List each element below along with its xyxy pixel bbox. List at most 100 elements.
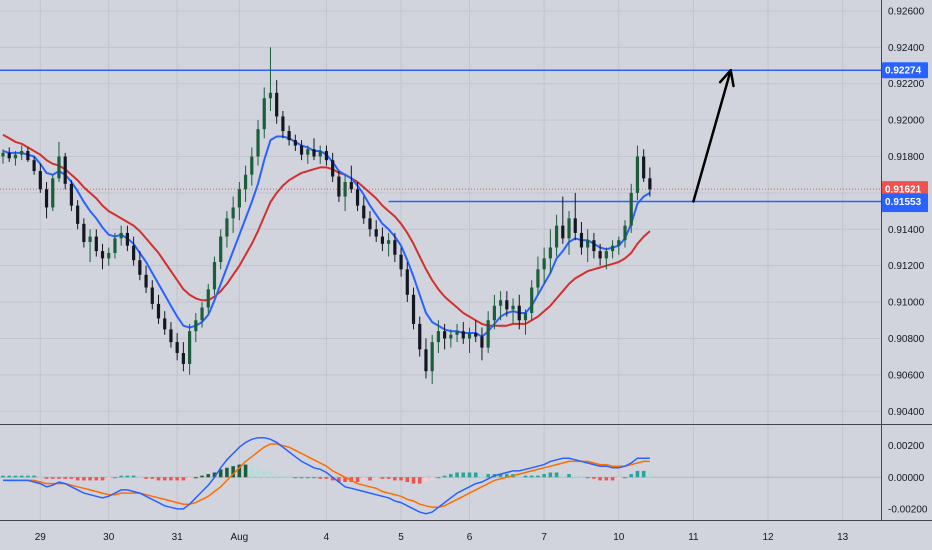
- candle[interactable]: [436, 320, 440, 354]
- candle[interactable]: [598, 243, 602, 266]
- candle[interactable]: [250, 147, 254, 186]
- candle[interactable]: [113, 232, 117, 259]
- candle[interactable]: [337, 171, 341, 202]
- candle[interactable]: [343, 174, 347, 212]
- candle[interactable]: [219, 229, 223, 270]
- candle[interactable]: [617, 236, 621, 255]
- candle[interactable]: [32, 156, 36, 175]
- candle[interactable]: [7, 147, 11, 162]
- candle[interactable]: [82, 218, 86, 248]
- candlesticks[interactable]: [1, 47, 652, 384]
- candle[interactable]: [567, 211, 571, 255]
- candle[interactable]: [132, 236, 136, 266]
- candle[interactable]: [57, 141, 61, 182]
- candle[interactable]: [237, 181, 241, 221]
- time-tick-label[interactable]: 6: [467, 532, 473, 543]
- candle[interactable]: [175, 333, 179, 361]
- candle[interactable]: [393, 232, 397, 263]
- time-tick-label[interactable]: 30: [103, 532, 115, 543]
- candle[interactable]: [318, 145, 322, 164]
- arrow-shaft[interactable]: [692, 68, 732, 203]
- candle[interactable]: [499, 291, 503, 321]
- time-tick-label[interactable]: 31: [172, 532, 184, 543]
- candle[interactable]: [188, 323, 192, 375]
- candle[interactable]: [418, 316, 422, 357]
- candle[interactable]: [387, 232, 391, 257]
- time-tick-label[interactable]: 7: [541, 532, 547, 543]
- candle[interactable]: [424, 338, 428, 379]
- candle[interactable]: [554, 214, 559, 257]
- oscillator-tick-label[interactable]: 0.00200: [888, 441, 925, 452]
- candle[interactable]: [368, 211, 372, 237]
- candle[interactable]: [150, 280, 154, 310]
- candle[interactable]: [635, 145, 640, 201]
- candle[interactable]: [243, 165, 248, 202]
- oscillator-tick-label[interactable]: 0.00000: [888, 473, 925, 484]
- candle[interactable]: [505, 291, 509, 317]
- candle[interactable]: [355, 181, 360, 212]
- candle[interactable]: [299, 140, 304, 161]
- candle[interactable]: [20, 145, 24, 161]
- candle[interactable]: [455, 323, 459, 343]
- candle[interactable]: [536, 256, 540, 295]
- candle[interactable]: [268, 47, 273, 112]
- candle[interactable]: [648, 167, 652, 197]
- candle[interactable]: [275, 80, 279, 124]
- candle[interactable]: [231, 196, 235, 233]
- candle[interactable]: [523, 309, 528, 335]
- price-tick-label[interactable]: 0.90400: [888, 407, 925, 418]
- candle[interactable]: [293, 134, 297, 152]
- time-tick-label[interactable]: 4: [324, 532, 330, 543]
- candle[interactable]: [287, 125, 291, 146]
- time-tick-label[interactable]: 29: [35, 532, 47, 543]
- arrow-head[interactable]: [718, 68, 732, 84]
- oscillator-tick-label[interactable]: -0.00200: [888, 504, 928, 515]
- candle[interactable]: [94, 229, 98, 257]
- price-tick-label[interactable]: 0.91000: [888, 298, 925, 309]
- candle[interactable]: [1, 149, 5, 164]
- candle[interactable]: [138, 251, 142, 281]
- price-tick-label[interactable]: 0.90600: [888, 370, 925, 381]
- candle[interactable]: [100, 243, 105, 270]
- price-tick-label[interactable]: 0.92000: [888, 116, 925, 127]
- candle[interactable]: [163, 311, 167, 335]
- candle[interactable]: [380, 227, 385, 252]
- candle[interactable]: [312, 138, 316, 161]
- candle[interactable]: [486, 311, 490, 354]
- candle[interactable]: [225, 211, 229, 248]
- candle[interactable]: [181, 342, 185, 372]
- candle[interactable]: [256, 120, 260, 166]
- candle[interactable]: [610, 240, 615, 259]
- candle[interactable]: [212, 256, 217, 295]
- candle[interactable]: [119, 225, 123, 246]
- candle[interactable]: [76, 200, 80, 230]
- candle[interactable]: [374, 220, 378, 243]
- horizontal-levels[interactable]: [0, 69, 881, 203]
- candle[interactable]: [156, 294, 161, 324]
- candle[interactable]: [63, 152, 67, 190]
- candle[interactable]: [26, 147, 30, 162]
- candle[interactable]: [362, 196, 366, 224]
- time-tick-label[interactable]: 5: [398, 532, 404, 543]
- candle[interactable]: [405, 262, 409, 303]
- price-tick-label[interactable]: 0.92400: [888, 43, 925, 54]
- candle[interactable]: [69, 180, 74, 212]
- price-tick-label[interactable]: 0.91400: [888, 225, 925, 236]
- candle[interactable]: [349, 165, 353, 193]
- candle[interactable]: [262, 87, 266, 139]
- candle[interactable]: [629, 183, 633, 233]
- candle[interactable]: [194, 312, 198, 343]
- candle[interactable]: [13, 151, 18, 166]
- candle[interactable]: [517, 294, 521, 330]
- price-tick-label[interactable]: 0.92200: [888, 79, 925, 90]
- candle[interactable]: [144, 265, 148, 293]
- candle[interactable]: [561, 196, 565, 244]
- candle[interactable]: [206, 283, 210, 313]
- candle[interactable]: [449, 329, 453, 348]
- time-tick-label[interactable]: Aug: [230, 532, 248, 543]
- candle[interactable]: [306, 145, 310, 164]
- time-tick-label[interactable]: 10: [613, 532, 625, 543]
- price-tick-label[interactable]: 0.90800: [888, 334, 925, 345]
- candle[interactable]: [51, 174, 55, 212]
- candle[interactable]: [281, 111, 285, 139]
